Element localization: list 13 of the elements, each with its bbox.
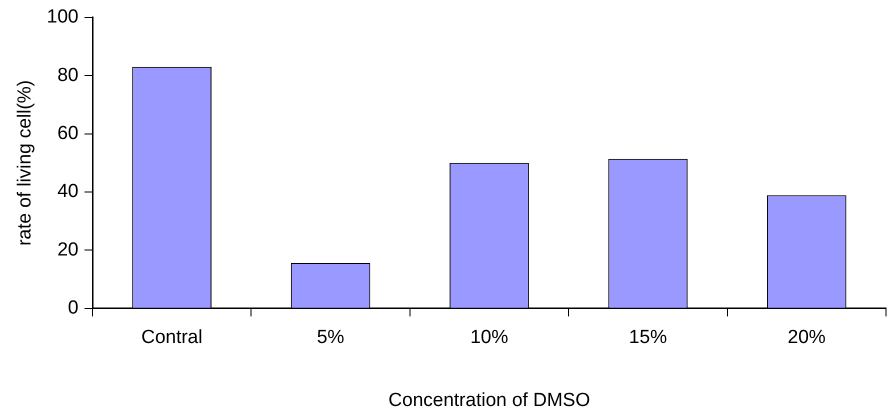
x-tick-label: 10% xyxy=(470,327,508,348)
y-tick-label: 80 xyxy=(57,64,78,86)
y-tick-label: 100 xyxy=(46,6,78,28)
x-tick-label: 5% xyxy=(316,327,344,348)
y-tick-label: 20 xyxy=(57,239,78,260)
x-tick-label: 15% xyxy=(628,327,668,348)
y-tick-label: 40 xyxy=(57,181,78,202)
x-tick-label: Contral xyxy=(141,327,202,348)
y-axis-title: rate of living cell(%) xyxy=(14,80,36,246)
y-tick-label: 60 xyxy=(57,123,78,144)
x-axis-title: Concentration of DMSO xyxy=(388,390,590,411)
y-tick-label: 0 xyxy=(68,298,78,319)
x-tick-label: 20% xyxy=(788,327,826,348)
